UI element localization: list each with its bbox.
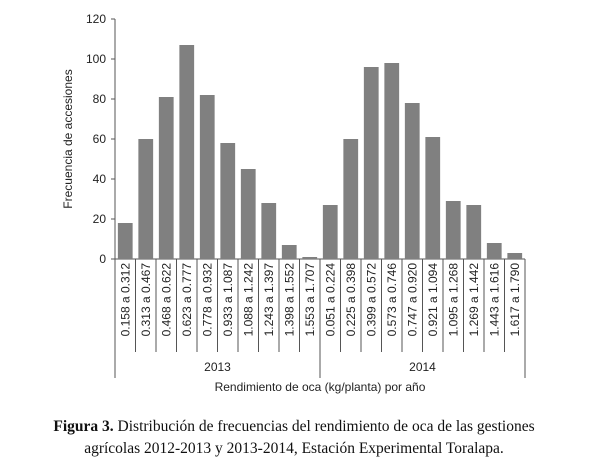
caption-line: agrícolas 2012-2013 y 2013-2014, Estació… [84, 440, 504, 457]
bar [281, 245, 297, 259]
x-axis-title: Rendimiento de oca (kg/planta) por año [215, 380, 426, 394]
y-tick-label: 40 [93, 172, 107, 186]
y-tick-label: 60 [93, 132, 107, 146]
x-tick-label: 0.933 a 1.087 [221, 263, 235, 337]
x-tick-label: 1.398 a 1.552 [282, 263, 296, 337]
x-tick-label: 0.747 a 0.920 [405, 263, 419, 337]
bar [486, 243, 502, 259]
x-tick-label: 1.269 a 1.442 [467, 263, 481, 337]
caption-label: Figura 3. [53, 418, 113, 435]
x-tick-label: 1.088 a 1.242 [241, 263, 255, 337]
x-tick-label: 1.243 a 1.397 [262, 263, 276, 337]
x-tick-label: 0.225 a 0.398 [344, 263, 358, 337]
x-tick-label: 0.623 a 0.777 [180, 263, 194, 337]
caption-text: Distribución de frecuencias del rendimie… [118, 418, 535, 435]
bar [343, 139, 359, 259]
x-tick-label: 0.399 a 0.572 [364, 263, 378, 337]
bar [138, 139, 154, 259]
group-label: 2014 [409, 360, 436, 374]
y-tick-label: 0 [99, 252, 106, 266]
x-tick-label: 0.468 a 0.622 [159, 263, 173, 337]
bar [507, 253, 523, 259]
y-axis-title: Frecuencia de accesiones [61, 69, 75, 208]
bar [302, 257, 318, 259]
bar [363, 67, 379, 259]
bar [466, 205, 482, 259]
bar [322, 205, 338, 259]
bar [220, 143, 236, 259]
y-tick-label: 120 [86, 12, 106, 26]
bar [445, 201, 461, 259]
bar [261, 203, 277, 259]
y-tick-label: 20 [93, 212, 107, 226]
bar [384, 63, 400, 259]
group-label: 2013 [204, 360, 231, 374]
x-tick-label: 1.095 a 1.268 [446, 263, 460, 337]
x-tick-label: 0.313 a 0.467 [139, 263, 153, 337]
y-tick-label: 100 [86, 52, 106, 66]
x-tick-label: 0.778 a 0.932 [200, 263, 214, 337]
y-tick-label: 80 [93, 92, 107, 106]
x-tick-label: 0.573 a 0.746 [385, 263, 399, 337]
x-tick-label: 1.553 a 1.707 [303, 263, 317, 337]
x-tick-label: 1.443 a 1.616 [487, 263, 501, 337]
x-tick-label: 0.158 a 0.312 [118, 263, 132, 337]
x-tick-label: 0.051 a 0.224 [323, 263, 337, 337]
bar [199, 95, 215, 259]
bar [179, 45, 195, 259]
bar [425, 137, 441, 259]
bar [240, 169, 256, 259]
x-tick-label: 1.617 a 1.790 [508, 263, 522, 337]
bar [117, 223, 133, 259]
x-tick-label: 0.921 a 1.094 [426, 263, 440, 337]
bar [404, 103, 420, 259]
bar [158, 97, 174, 259]
caption-line: Figura 3. Distribución de frecuencias de… [53, 418, 534, 435]
